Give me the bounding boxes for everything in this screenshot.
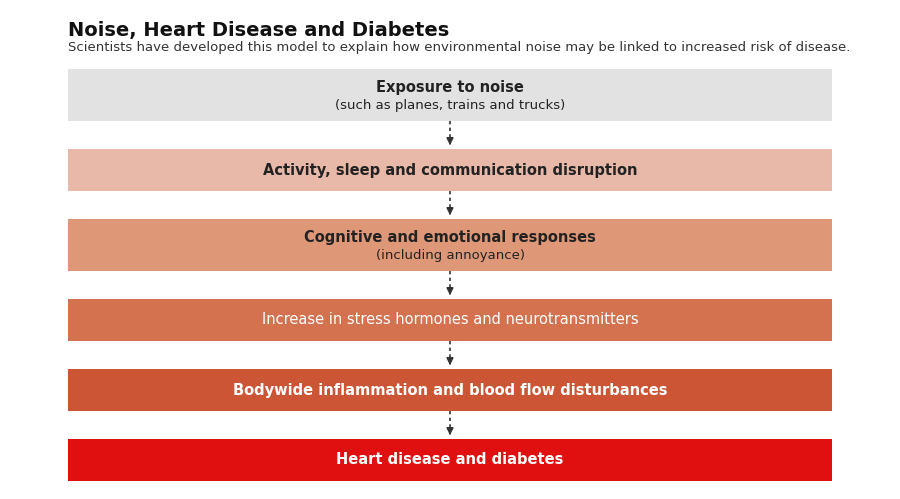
Text: Noise, Heart Disease and Diabetes: Noise, Heart Disease and Diabetes (68, 21, 449, 40)
Text: Activity, sleep and communication disruption: Activity, sleep and communication disrup… (263, 163, 637, 178)
Bar (68, 299, 832, 341)
Text: Bodywide inflammation and blood flow disturbances: Bodywide inflammation and blood flow dis… (233, 383, 667, 398)
Text: Exposure to noise: Exposure to noise (376, 79, 524, 94)
Bar (68, 219, 832, 271)
Text: (such as planes, trains and trucks): (such as planes, trains and trucks) (335, 98, 565, 111)
Text: Heart disease and diabetes: Heart disease and diabetes (337, 453, 563, 468)
Bar (68, 149, 832, 191)
Text: Increase in stress hormones and neurotransmitters: Increase in stress hormones and neurotra… (262, 312, 638, 327)
Text: (including annoyance): (including annoyance) (375, 249, 525, 261)
Bar (68, 369, 832, 411)
Text: Scientists have developed this model to explain how environmental noise may be l: Scientists have developed this model to … (68, 41, 850, 54)
Bar (68, 439, 832, 481)
Bar (68, 69, 832, 121)
Text: Cognitive and emotional responses: Cognitive and emotional responses (304, 230, 596, 245)
